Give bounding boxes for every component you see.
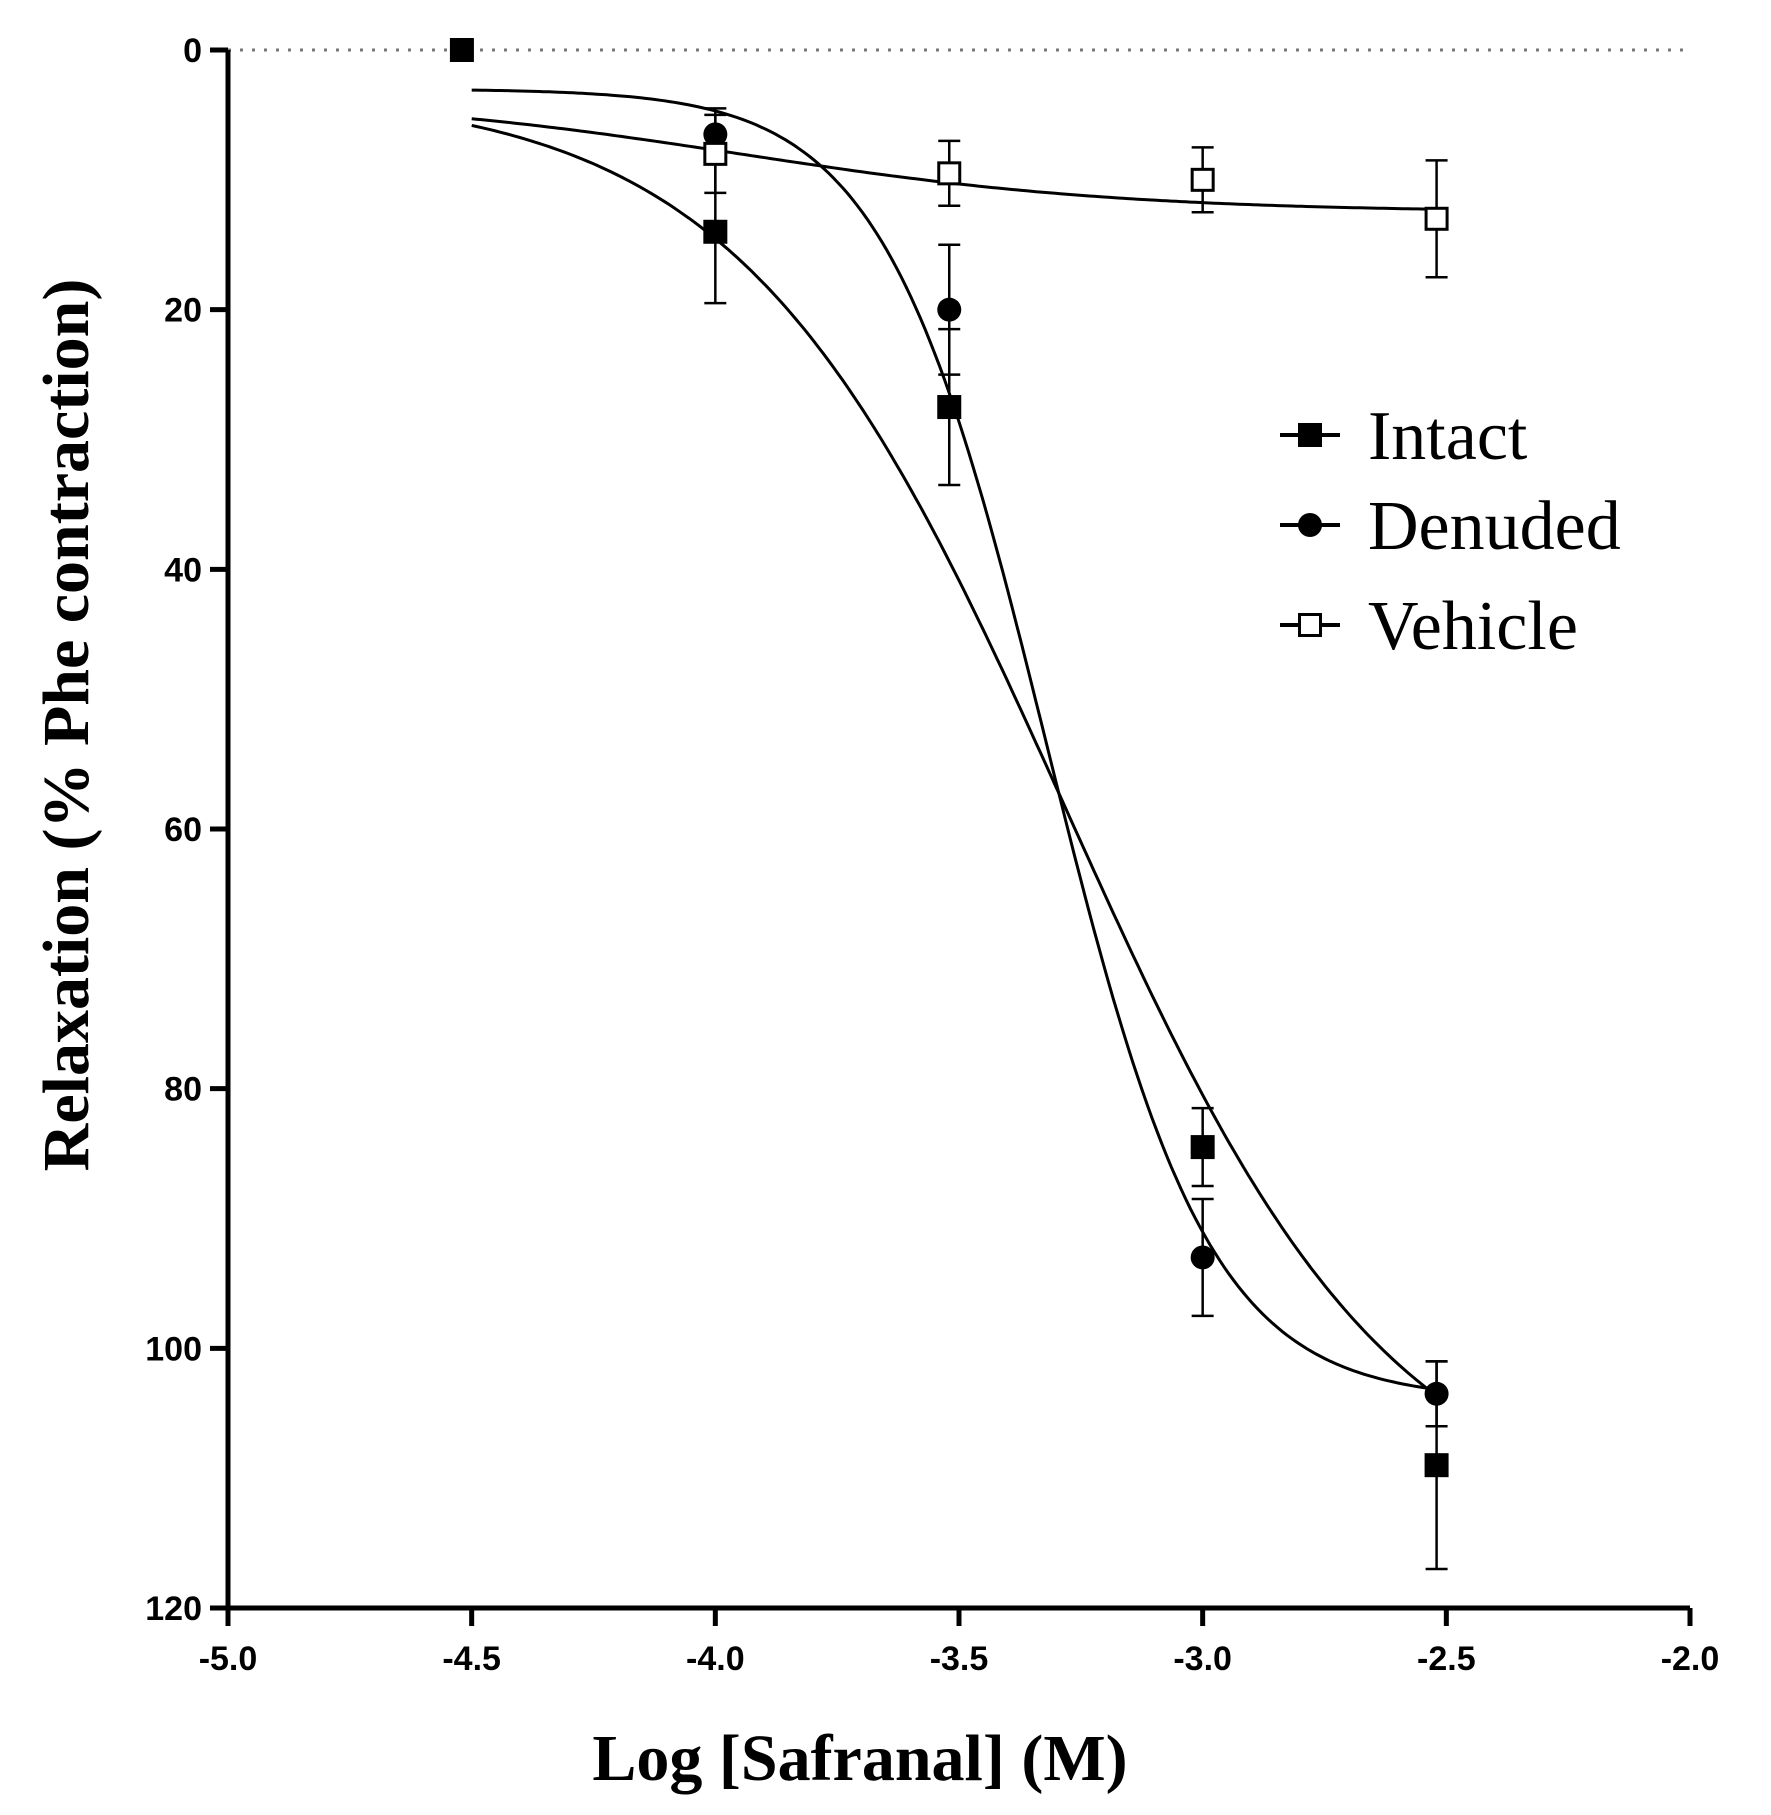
data-point-vehicle (703, 141, 728, 166)
data-point-vehicle (1190, 167, 1215, 192)
data-point-intact (1190, 1135, 1215, 1160)
x-tick-label: -4.5 (442, 1640, 501, 1678)
x-tick-label: -3.0 (1173, 1640, 1232, 1678)
legend-label-vehicle: Vehicle (1368, 588, 1578, 665)
y-tick-label: 80 (164, 1071, 202, 1109)
legend-marker-vehicle (1298, 613, 1322, 637)
legend-label-intact: Intact (1368, 398, 1528, 475)
data-point-denuded (1190, 1245, 1215, 1270)
x-tick-label: -5.0 (199, 1640, 258, 1678)
legend-marker-denuded (1298, 513, 1322, 537)
data-point-denuded (937, 297, 962, 322)
x-tick-label: -2.5 (1417, 1640, 1476, 1678)
y-tick-label: 20 (164, 292, 202, 330)
x-tick-label: -3.5 (930, 1640, 989, 1678)
x-axis-title: Log [Safranal] (M) (592, 1722, 1127, 1795)
data-point-vehicle (937, 161, 962, 186)
y-tick-label: 120 (145, 1590, 202, 1628)
data-point-intact (703, 219, 728, 244)
data-point-denuded (703, 122, 728, 147)
x-tick-label: -4.0 (686, 1640, 745, 1678)
legend-marker-intact (1298, 423, 1322, 447)
x-tick-label: -2.0 (1661, 1640, 1720, 1678)
data-point-denuded (1424, 1381, 1449, 1406)
y-tick-label: 0 (183, 32, 202, 70)
y-tick-label: 60 (164, 811, 202, 849)
data-point-intact (937, 395, 962, 420)
y-axis-title: Relaxation (% Phe contraction) (30, 279, 103, 1172)
legend-label-denuded: Denuded (1368, 488, 1621, 565)
data-point-intact (1424, 1453, 1449, 1478)
data-point-vehicle (1424, 206, 1449, 231)
y-tick-label: 100 (145, 1330, 202, 1368)
data-point-intact (449, 38, 474, 62)
fit-curve-denuded (471, 88, 1437, 1391)
y-tick-label: 40 (164, 551, 202, 589)
fit-curve-intact (471, 123, 1438, 1397)
